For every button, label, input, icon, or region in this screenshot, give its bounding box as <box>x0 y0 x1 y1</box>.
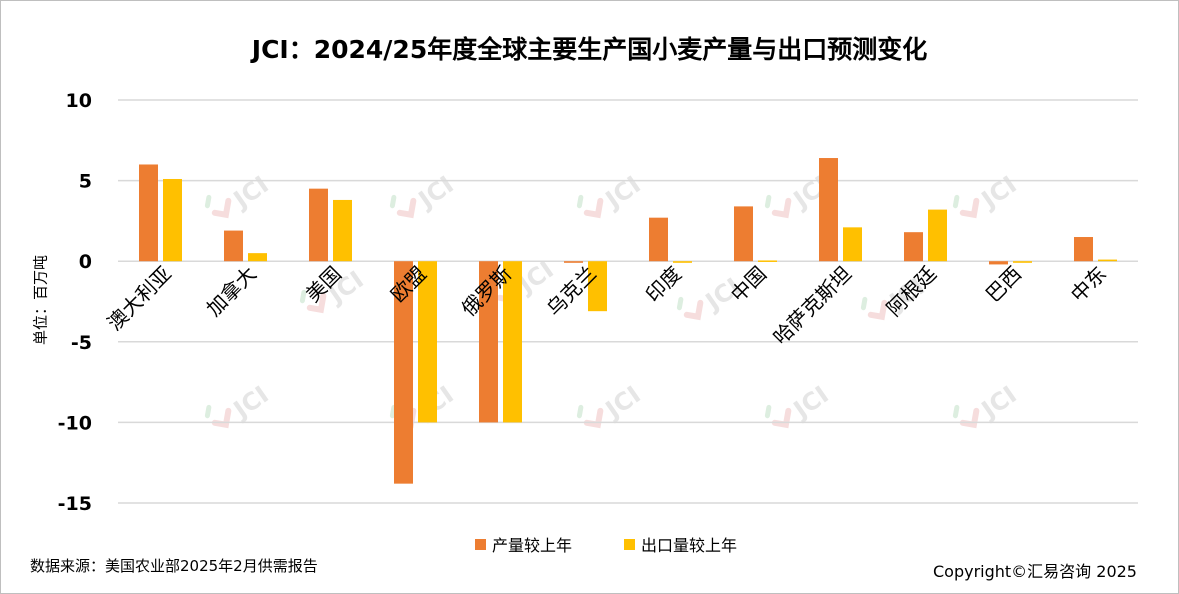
bar-production <box>734 206 753 262</box>
legend-label-production: 产量较上年 <box>492 536 573 555</box>
legend-label-export: 出口量较上年 <box>641 536 738 555</box>
bar-production <box>564 261 583 263</box>
bar-export <box>1098 259 1117 262</box>
jci-watermark: JCI <box>764 380 834 429</box>
chart-title: JCI：2024/25年度全球主要生产国小麦产量与出口预测变化 <box>251 35 928 64</box>
y-tick-label: -15 <box>58 493 92 515</box>
legend-item-production: 产量较上年 <box>475 532 572 556</box>
bar-production <box>479 261 498 423</box>
svg-text:JCI: JCI <box>599 170 646 214</box>
jci-watermark: JCI <box>952 380 1022 429</box>
svg-text:JCI: JCI <box>227 170 274 214</box>
y-tick-label: -5 <box>71 332 92 354</box>
jci-watermark: JCI <box>576 380 646 429</box>
svg-text:JCI: JCI <box>227 380 274 424</box>
bar-production <box>309 188 328 262</box>
bar-production <box>989 261 1008 265</box>
x-category-label: 哈萨克斯坦 <box>768 262 856 350</box>
bar-export <box>503 261 522 423</box>
jci-watermark: JCI <box>204 380 274 429</box>
copyright-note: Copyright©汇易咨询 2025 <box>933 562 1137 581</box>
bar-export <box>333 199 352 262</box>
svg-text:JCI: JCI <box>975 170 1022 214</box>
bar-export <box>673 261 692 263</box>
x-category-label: 加拿大 <box>202 262 261 321</box>
bar-production <box>139 164 158 262</box>
x-category-label: 巴西 <box>981 262 1026 307</box>
jci-watermark: JCI <box>204 170 274 219</box>
x-category-label: 中东 <box>1066 262 1111 307</box>
bar-export <box>248 253 267 262</box>
legend-swatch-export <box>624 538 635 550</box>
y-tick-label: 5 <box>79 171 92 193</box>
bar-export <box>843 227 862 262</box>
y-tick-label: 0 <box>79 251 92 273</box>
bar-production <box>649 217 668 262</box>
bar-export <box>1013 261 1032 263</box>
bar-production <box>394 261 413 484</box>
bar-production <box>1074 237 1093 262</box>
x-category-label: 澳大利亚 <box>102 262 176 336</box>
bar-export <box>758 260 777 262</box>
bar-production <box>224 230 243 262</box>
bars-layer <box>139 158 1117 484</box>
jci-watermark: JCI <box>389 170 459 219</box>
svg-text:JCI: JCI <box>599 380 646 424</box>
y-tick-labels: 10 5 0 -5 -10 -15 <box>58 90 92 515</box>
bar-export <box>588 261 607 312</box>
bar-export <box>163 178 182 262</box>
svg-text:JCI: JCI <box>787 380 834 424</box>
y-tick-label: 10 <box>66 90 92 112</box>
bar-export <box>418 261 437 423</box>
legend-item-export: 出口量较上年 <box>624 532 737 556</box>
bar-production <box>904 232 923 262</box>
svg-text:JCI: JCI <box>412 170 459 214</box>
data-source-note: 数据来源：美国农业部2025年2月供需报告 <box>30 557 318 575</box>
bar-production <box>819 158 838 262</box>
grid-layer <box>118 99 1138 504</box>
bar-export <box>928 209 947 262</box>
jci-watermark: JCI <box>952 170 1022 219</box>
jci-watermark: JCI <box>576 170 646 219</box>
y-tick-label: -10 <box>58 412 92 434</box>
svg-text:JCI: JCI <box>975 380 1022 424</box>
legend-swatch-production <box>475 538 486 550</box>
